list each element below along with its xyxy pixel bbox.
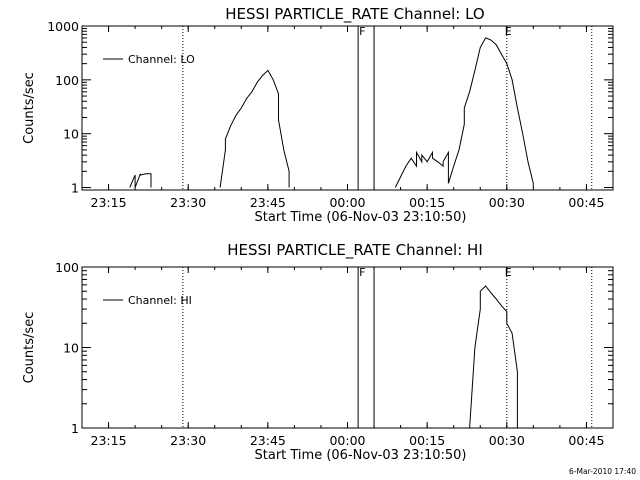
bottom-y-tick-label: 1 [71, 421, 79, 436]
bottom-x-tick-label: 00:30 [489, 433, 525, 448]
top-series-line-2 [394, 37, 534, 188]
bottom-marker-label-0: E [505, 266, 512, 279]
bottom-plot-frame [81, 266, 614, 429]
top-chart-title: HESSI PARTICLE_RATE Channel: LO [225, 5, 484, 24]
timestamp: 6-Mar-2010 17:40 [569, 467, 636, 476]
top-x-axis-label: Start Time (06-Nov-03 23:10:50) [255, 210, 467, 225]
top-plot-frame [81, 25, 614, 191]
top-x-tick-label: 23:45 [250, 195, 286, 210]
top-legend-label: Channel: LO [128, 53, 195, 66]
bottom-x-axis-label: Start Time (06-Nov-03 23:10:50) [255, 448, 467, 463]
top-chart: F E 23:15 23:30 23:45 00:00 00:15 00:30 00:45 100… [22, 19, 614, 225]
top-marker-label-0: E [505, 25, 512, 38]
bottom-x-tick-label: 00:15 [409, 433, 445, 448]
bottom-x-tick-label: 23:30 [170, 433, 206, 448]
top-y-tick-label: 1000 [47, 19, 79, 34]
bottom-vline-label-3: F [359, 266, 365, 279]
top-x-tick-label: 23:30 [170, 195, 206, 210]
top-x-tick-label: 23:15 [91, 195, 127, 210]
top-x-tick-label: 00:45 [568, 195, 604, 210]
top-x-tick-label: 00:00 [329, 195, 365, 210]
top-series-line-1 [219, 69, 290, 188]
bottom-chart-title: HESSI PARTICLE_RATE Channel: HI [227, 241, 483, 260]
bottom-x-tick-label: 00:45 [568, 433, 604, 448]
bottom-y-axis-label: Counts/sec [22, 312, 37, 384]
bottom-chart: F E 23:15 23:30 23:45 00:00 00:15 00:30 00:45 100… [22, 260, 614, 463]
top-y-axis-label: Counts/sec [22, 72, 37, 144]
top-y-tick-label: 100 [55, 73, 79, 88]
bottom-x-tick-label: 00:00 [329, 433, 365, 448]
top-vline-label-3: F [359, 25, 365, 38]
bottom-series-line-0 [469, 285, 518, 429]
bottom-x-tick-label: 23:45 [250, 433, 286, 448]
top-y-tick-label: 10 [63, 127, 79, 142]
top-y-tick-label: 1 [71, 181, 79, 196]
bottom-x-tick-label: 23:15 [91, 433, 127, 448]
top-x-tick-label: 00:30 [489, 195, 525, 210]
bottom-y-tick-label: 10 [63, 341, 79, 356]
bottom-y-tick-label: 100 [55, 260, 79, 275]
bottom-legend-label: Channel: HI [128, 294, 192, 307]
top-series-line-0 [129, 173, 152, 188]
top-x-tick-label: 00:15 [409, 195, 445, 210]
